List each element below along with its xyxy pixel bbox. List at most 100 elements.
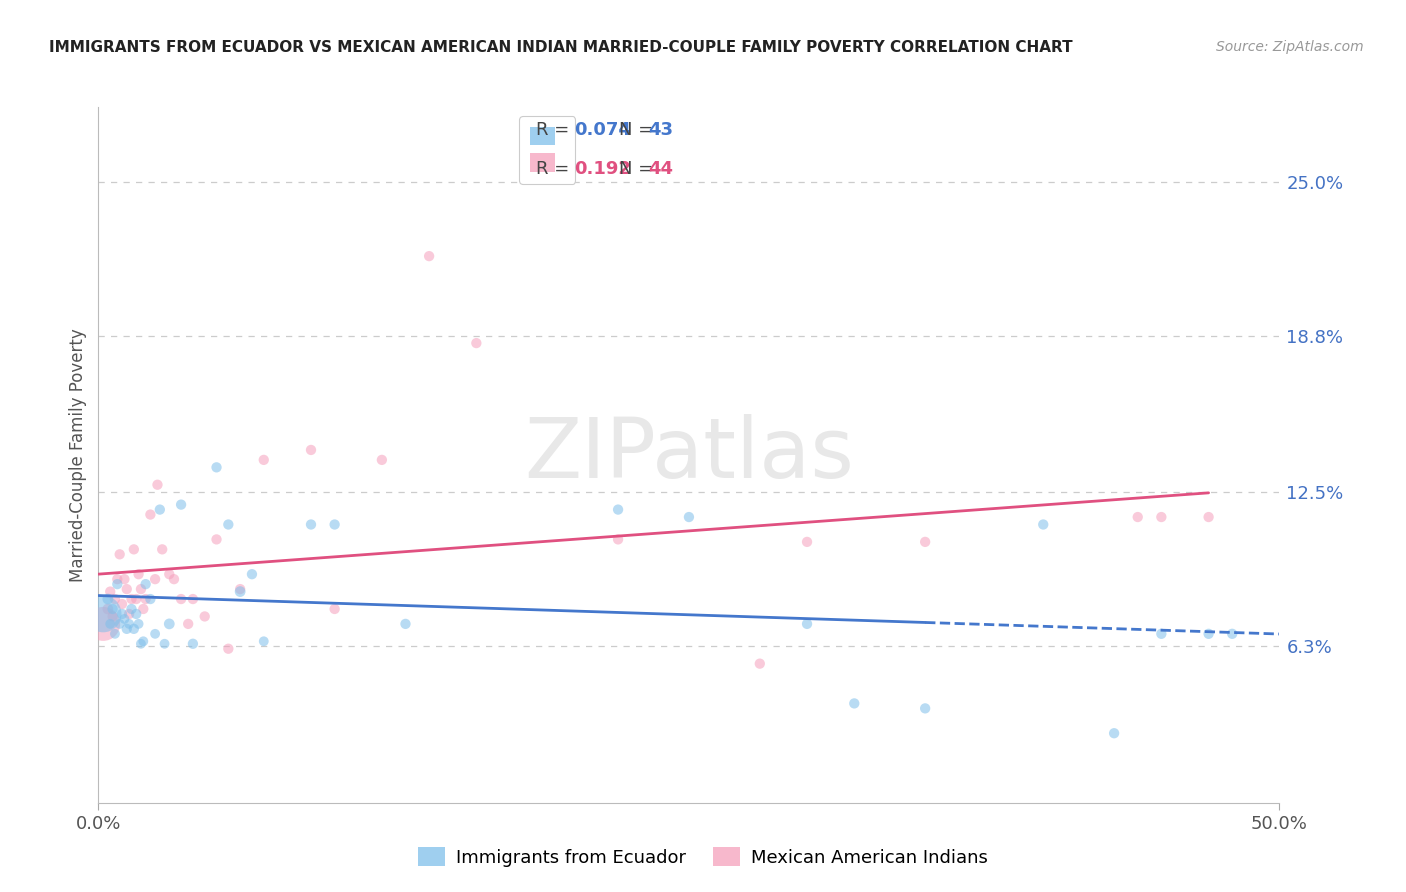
Point — [105, 572, 128, 586]
Text: IMMIGRANTS FROM ECUADOR VS MEXICAN AMERICAN INDIAN MARRIED-COUPLE FAMILY POVERTY: IMMIGRANTS FROM ECUADOR VS MEXICAN AMERI… — [49, 40, 1073, 55]
Point — [240, 567, 263, 582]
Point — [394, 616, 416, 631]
Point — [177, 616, 200, 631]
Text: N =: N = — [619, 121, 658, 139]
Legend: Immigrants from Ecuador, Mexican American Indians: Immigrants from Ecuador, Mexican America… — [411, 840, 995, 874]
Point — [253, 634, 276, 648]
Point — [1198, 627, 1220, 641]
Text: R =: R = — [536, 161, 575, 178]
Point — [97, 592, 120, 607]
Point — [135, 592, 157, 607]
Point — [217, 517, 239, 532]
Point — [128, 616, 150, 631]
Point — [157, 616, 180, 631]
Point — [91, 607, 114, 621]
Point — [115, 622, 138, 636]
Point — [143, 572, 166, 586]
Point — [796, 616, 818, 631]
Point — [101, 609, 124, 624]
Point — [118, 607, 141, 621]
Point — [118, 616, 141, 631]
Point — [111, 607, 134, 621]
Point — [194, 609, 217, 624]
Point — [181, 637, 204, 651]
Y-axis label: Married-Couple Family Poverty: Married-Couple Family Poverty — [69, 328, 87, 582]
Point — [97, 602, 120, 616]
Point — [157, 567, 180, 582]
Point — [914, 534, 936, 549]
Point — [205, 533, 228, 547]
Point — [229, 584, 252, 599]
Point — [153, 637, 176, 651]
Point — [607, 502, 630, 516]
Text: R =: R = — [536, 121, 575, 139]
Text: N =: N = — [619, 161, 658, 178]
Point — [1220, 627, 1243, 641]
Point — [323, 602, 346, 616]
Legend: , : , — [519, 116, 575, 184]
Point — [323, 517, 346, 532]
Point — [678, 510, 700, 524]
Point — [1150, 627, 1173, 641]
Point — [299, 517, 322, 532]
Point — [98, 584, 121, 599]
Text: 0.074: 0.074 — [574, 121, 631, 139]
Point — [129, 582, 152, 596]
Point — [418, 249, 440, 263]
Point — [112, 612, 135, 626]
Text: ZIPatlas: ZIPatlas — [524, 415, 853, 495]
Point — [135, 577, 157, 591]
Point — [465, 336, 488, 351]
Point — [1126, 510, 1149, 524]
Point — [143, 627, 166, 641]
Point — [181, 592, 204, 607]
Point — [121, 602, 143, 616]
Point — [104, 627, 127, 641]
Point — [101, 602, 124, 616]
Point — [796, 534, 818, 549]
Point — [128, 567, 150, 582]
Point — [98, 616, 121, 631]
Point — [139, 508, 162, 522]
Point — [229, 582, 252, 596]
Point — [607, 533, 630, 547]
Point — [104, 592, 127, 607]
Point — [163, 572, 186, 586]
Point — [111, 597, 134, 611]
Point — [299, 442, 322, 457]
Point — [125, 607, 148, 621]
Point — [1102, 726, 1125, 740]
Text: 43: 43 — [648, 121, 673, 139]
Point — [108, 547, 131, 561]
Point — [914, 701, 936, 715]
Point — [217, 641, 239, 656]
Point — [108, 616, 131, 631]
Point — [149, 502, 172, 516]
Point — [1198, 510, 1220, 524]
Point — [844, 697, 866, 711]
Point — [112, 572, 135, 586]
Point — [1032, 517, 1054, 532]
Point — [115, 582, 138, 596]
Point — [748, 657, 770, 671]
Point — [146, 477, 169, 491]
Point — [122, 622, 145, 636]
Point — [132, 634, 155, 648]
Text: Source: ZipAtlas.com: Source: ZipAtlas.com — [1216, 40, 1364, 54]
Point — [125, 592, 148, 607]
Point — [122, 542, 145, 557]
Point — [132, 602, 155, 616]
Point — [105, 577, 128, 591]
Text: 0.192: 0.192 — [574, 161, 631, 178]
Point — [253, 453, 276, 467]
Point — [170, 498, 193, 512]
Point — [150, 542, 173, 557]
Point — [1150, 510, 1173, 524]
Point — [170, 592, 193, 607]
Point — [121, 592, 143, 607]
Point — [91, 616, 114, 631]
Point — [371, 453, 394, 467]
Text: 44: 44 — [648, 161, 673, 178]
Point — [139, 592, 162, 607]
Point — [205, 460, 228, 475]
